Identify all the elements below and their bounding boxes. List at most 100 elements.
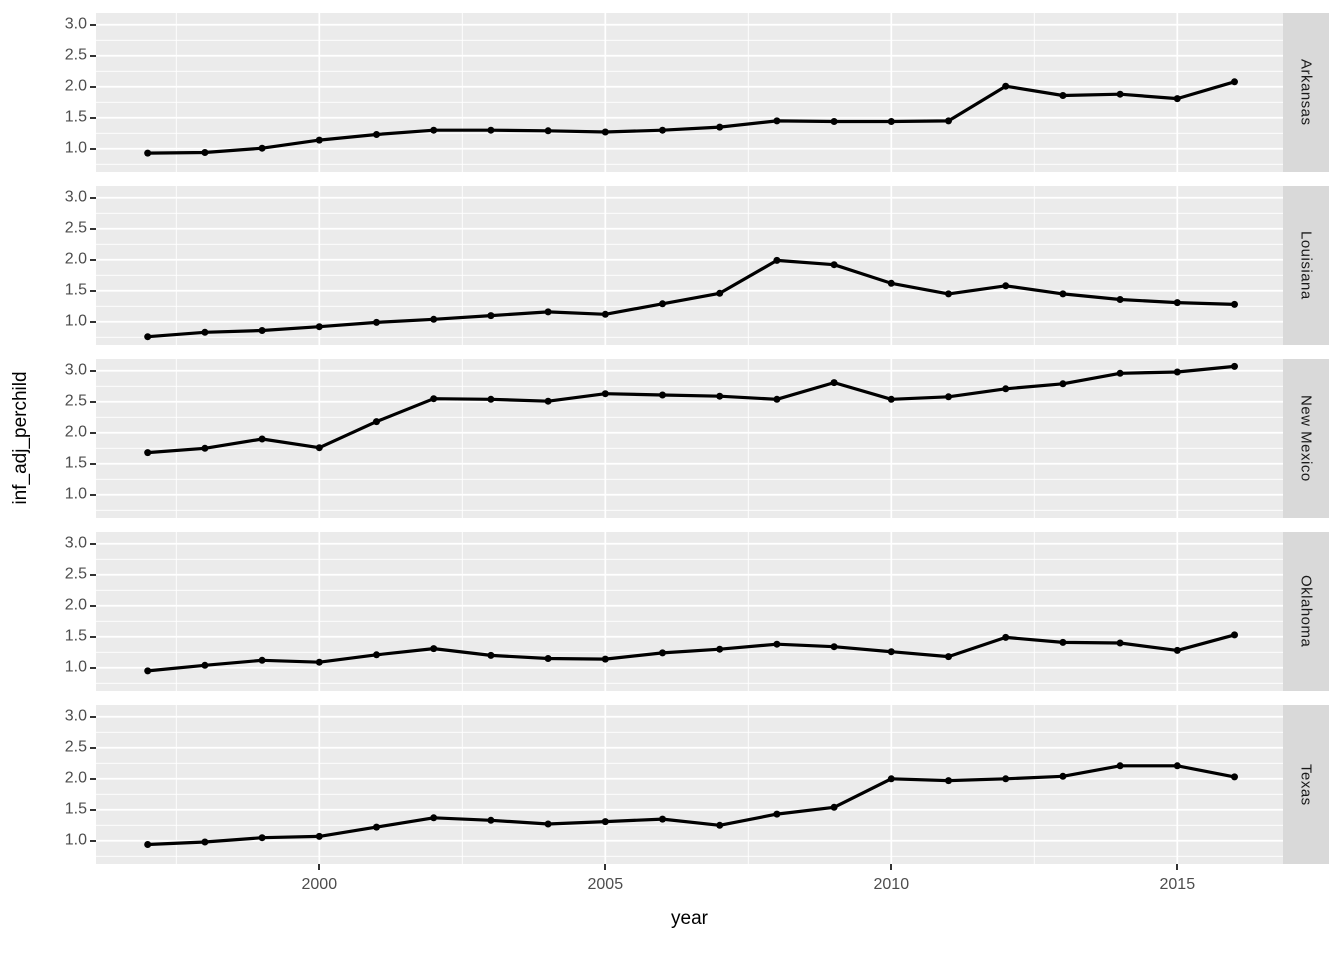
data-point — [1231, 300, 1238, 308]
y-tick-label: 1.5 — [64, 627, 87, 645]
data-point — [1173, 762, 1181, 770]
facet-strip-texas: Texas — [1283, 705, 1329, 864]
y-tick-mark — [90, 320, 96, 323]
data-point — [1002, 82, 1010, 90]
facet-panel-texas — [96, 705, 1283, 864]
y-tick-label: 1.0 — [64, 139, 87, 157]
data-point — [601, 390, 609, 398]
data-point — [1059, 92, 1067, 99]
facet-strip-label: New Mexico — [1297, 395, 1315, 482]
data-point — [945, 393, 952, 401]
data-point — [1002, 282, 1010, 290]
data-point — [716, 821, 724, 829]
data-point — [1116, 296, 1124, 303]
data-point — [1231, 362, 1238, 370]
y-tick-mark — [90, 462, 96, 465]
y-tick-mark — [90, 808, 96, 811]
data-point — [830, 643, 838, 651]
y-tick-label: 3.0 — [64, 707, 87, 725]
data-point — [1002, 633, 1010, 641]
data-point — [487, 126, 495, 134]
y-tick-mark — [90, 431, 96, 434]
data-point — [659, 815, 666, 823]
y-tick-label: 1.5 — [64, 800, 87, 818]
data-point — [430, 126, 438, 134]
data-point — [1002, 385, 1010, 393]
data-point — [315, 136, 323, 144]
y-tick-mark — [90, 839, 96, 842]
y-tick-label: 2.0 — [64, 423, 87, 441]
x-tick-label: 2000 — [301, 876, 338, 893]
facet-strip-label: Texas — [1297, 763, 1315, 806]
data-point — [659, 300, 666, 308]
data-point — [1002, 775, 1010, 783]
y-tick-label: 1.0 — [64, 312, 87, 330]
data-point — [716, 289, 724, 297]
data-point — [773, 640, 781, 648]
x-tick-mark — [604, 864, 607, 870]
y-tick-mark — [90, 289, 96, 292]
data-point — [601, 310, 609, 318]
facet-panel-oklahoma — [96, 532, 1283, 691]
facet-panel-louisiana — [96, 186, 1283, 345]
data-point — [201, 444, 209, 452]
y-tick-mark — [90, 227, 96, 230]
facet-plot-area — [96, 359, 1283, 518]
x-tick-mark — [318, 864, 321, 870]
data-point — [373, 418, 380, 426]
data-point — [373, 131, 380, 138]
data-point — [1116, 369, 1124, 377]
y-tick-mark — [90, 604, 96, 607]
facet-strip-new-mexico: New Mexico — [1283, 359, 1329, 518]
data-point — [659, 126, 666, 134]
data-point — [144, 841, 152, 848]
y-tick-mark — [90, 369, 96, 372]
data-point — [1173, 299, 1181, 307]
data-point — [830, 803, 838, 811]
y-tick-label: 2.5 — [64, 392, 87, 410]
data-point — [1231, 773, 1238, 781]
data-point — [201, 661, 209, 669]
data-point — [487, 312, 495, 320]
data-point — [1116, 90, 1124, 98]
data-line — [147, 258, 1235, 339]
data-point — [1116, 639, 1124, 647]
y-tick-mark — [90, 400, 96, 403]
data-point — [1231, 631, 1238, 639]
x-axis-title: year — [671, 908, 708, 929]
data-point — [373, 651, 380, 659]
facet-strip-oklahoma: Oklahoma — [1283, 532, 1329, 691]
data-point — [258, 327, 266, 334]
y-tick-mark — [90, 85, 96, 88]
y-tick-mark — [90, 542, 96, 545]
y-tick-label: 1.0 — [64, 485, 87, 503]
y-tick-label: 2.5 — [64, 46, 87, 64]
data-point — [887, 775, 895, 783]
facet-strip-louisiana: Louisiana — [1283, 186, 1329, 345]
y-tick-label: 3.0 — [64, 534, 87, 552]
data-point — [487, 816, 495, 824]
y-tick-label: 1.0 — [64, 831, 87, 849]
data-point — [659, 649, 666, 657]
facet-strip-label: Louisiana — [1297, 231, 1315, 300]
y-tick-mark — [90, 666, 96, 669]
data-point — [1059, 380, 1067, 388]
y-tick-label: 2.5 — [64, 219, 87, 237]
data-point — [144, 449, 152, 457]
y-tick-label: 1.5 — [64, 281, 87, 299]
x-tick-label: 2010 — [873, 876, 910, 893]
data-point — [373, 823, 380, 831]
facet-plot-area — [96, 532, 1283, 691]
data-point — [258, 435, 266, 443]
data-point — [659, 391, 666, 399]
data-point — [887, 118, 895, 125]
data-point — [430, 395, 438, 403]
data-point — [1116, 762, 1124, 770]
data-point — [945, 777, 952, 785]
data-point — [887, 395, 895, 403]
y-tick-mark — [90, 715, 96, 718]
data-point — [773, 395, 781, 403]
data-point — [1059, 290, 1067, 298]
data-point — [201, 838, 209, 846]
